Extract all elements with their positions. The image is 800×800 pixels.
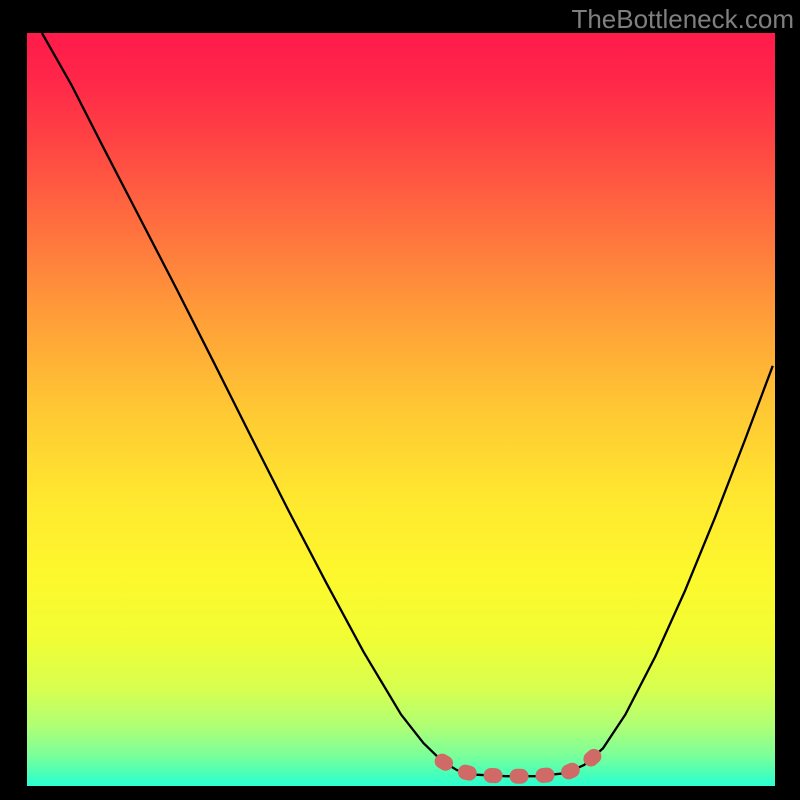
bottleneck-curve — [42, 33, 773, 776]
curve-overlay — [0, 0, 800, 800]
watermark-text: TheBottleneck.com — [571, 4, 794, 35]
low-bottleneck-highlight — [442, 748, 603, 776]
chart-frame: TheBottleneck.com — [0, 0, 800, 800]
